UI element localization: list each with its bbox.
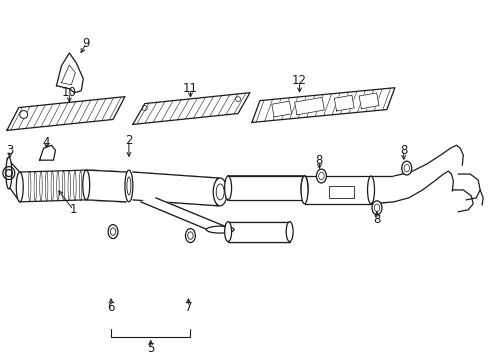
Ellipse shape [185, 229, 196, 243]
Ellipse shape [372, 201, 382, 215]
Polygon shape [371, 176, 394, 204]
Ellipse shape [108, 225, 118, 239]
Bar [329, 186, 354, 198]
Polygon shape [228, 222, 290, 242]
Polygon shape [228, 176, 305, 200]
Circle shape [20, 111, 28, 118]
Text: 1: 1 [70, 203, 77, 216]
Polygon shape [294, 97, 324, 115]
Text: 8: 8 [373, 213, 381, 226]
Text: 2: 2 [125, 134, 133, 147]
Polygon shape [334, 95, 354, 111]
Ellipse shape [16, 172, 23, 202]
Ellipse shape [301, 176, 308, 200]
Polygon shape [56, 53, 83, 93]
Ellipse shape [125, 170, 133, 202]
Polygon shape [20, 170, 86, 202]
Text: 8: 8 [400, 144, 408, 157]
Text: 12: 12 [292, 74, 307, 87]
Polygon shape [133, 172, 218, 206]
Text: 7: 7 [185, 301, 192, 314]
Ellipse shape [368, 176, 374, 204]
Text: 4: 4 [43, 136, 50, 149]
Text: 3: 3 [6, 144, 14, 157]
Polygon shape [305, 176, 371, 204]
Ellipse shape [83, 170, 90, 200]
Polygon shape [359, 93, 379, 109]
Ellipse shape [286, 222, 293, 242]
Ellipse shape [6, 157, 12, 189]
Text: 9: 9 [82, 37, 90, 50]
Text: 10: 10 [62, 86, 77, 99]
Ellipse shape [317, 169, 326, 183]
Ellipse shape [402, 161, 412, 175]
Polygon shape [7, 96, 125, 130]
Text: 5: 5 [147, 342, 154, 355]
Ellipse shape [301, 176, 308, 204]
Ellipse shape [206, 226, 234, 233]
Polygon shape [272, 101, 292, 117]
Polygon shape [86, 170, 126, 202]
Text: 6: 6 [107, 301, 115, 314]
Polygon shape [252, 88, 395, 122]
Polygon shape [141, 198, 228, 231]
Polygon shape [394, 145, 464, 202]
Ellipse shape [215, 178, 221, 206]
Text: 11: 11 [183, 82, 198, 95]
Ellipse shape [213, 178, 227, 206]
Ellipse shape [224, 176, 232, 200]
Polygon shape [452, 174, 480, 212]
Text: 8: 8 [316, 154, 323, 167]
Polygon shape [133, 93, 250, 125]
Ellipse shape [224, 222, 232, 242]
